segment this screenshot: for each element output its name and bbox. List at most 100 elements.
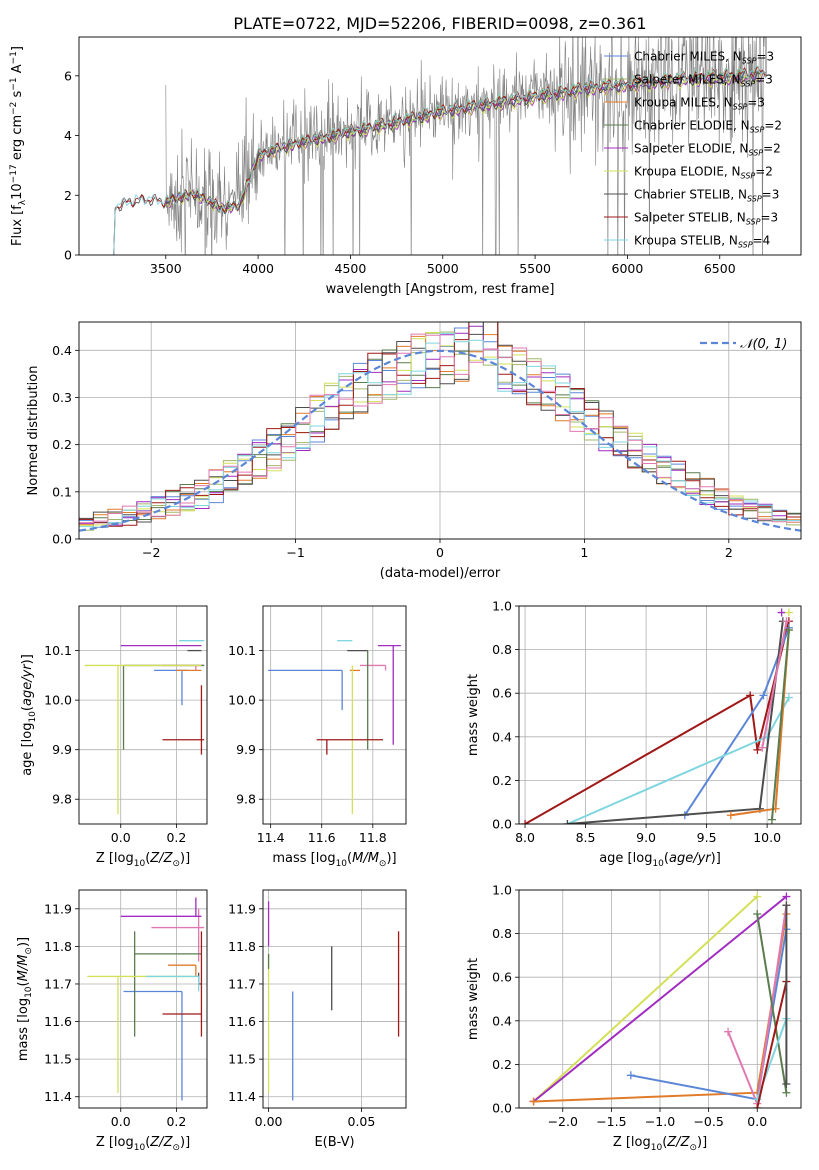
label-part: M/M — [16, 955, 31, 982]
x-axis-label: Z [log10(Z/Z⊙)] — [96, 1135, 190, 1153]
label-part: Kroupa MILES, N — [634, 96, 733, 110]
plot-area — [521, 608, 793, 824]
label-part: 10 — [10, 183, 25, 200]
label-part: −17 — [9, 164, 19, 183]
errorbar-point — [120, 897, 202, 917]
axes-frame — [78, 321, 802, 540]
legend-label: 𝒩(0, 1) — [740, 337, 787, 352]
label-part: ⊙ — [379, 859, 387, 869]
y-tick-label: 0.0 — [52, 532, 72, 547]
plot-area — [112, 37, 767, 255]
x-tick-label: −0.5 — [693, 1114, 723, 1129]
normal-curve — [79, 349, 801, 532]
label-part: =3 — [747, 96, 765, 110]
weight-marker — [753, 909, 762, 918]
weight-series — [784, 608, 793, 617]
x-tick-label: 11.6 — [308, 830, 336, 845]
weight-marker — [753, 745, 762, 754]
label-part: age/yr — [669, 851, 712, 866]
errorbar-point — [162, 685, 205, 755]
weight-line — [524, 621, 790, 824]
age_vs_mass-panel: 11.4 11.6 11.8 9.8 9.9 10.0 10.1 mass [log10(M/… — [228, 605, 407, 869]
y-axis-label: age [log10(age/yr)] — [20, 654, 38, 776]
weight-marker — [726, 811, 735, 820]
label-part: 10 — [651, 1143, 663, 1153]
label-part: Salpeter ELODIE, N — [634, 142, 748, 156]
x-tick-label: −1.0 — [645, 1114, 675, 1129]
label-part: )] — [16, 937, 31, 947]
label-part: =2 — [763, 142, 781, 156]
residuals-panel: −2 −1 0 1 2 0.0 0.1 0.2 0.3 0.4 (data-model)/error… — [26, 321, 802, 581]
page-title: PLATE=0722, MJD=52206, FIBERID=0098, z=0… — [233, 14, 646, 33]
mass_vs_ebv-panel: 0.00 0.05 11.4 11.5 11.6 11.7 11.8 11.9 E(B-V) — [228, 889, 407, 1150]
label-part: age [log — [599, 851, 652, 866]
weight-marker — [521, 820, 530, 824]
x-tick-label: 11.4 — [257, 830, 285, 845]
weight-line — [771, 629, 790, 820]
x-axis-label: (data-model)/error — [380, 566, 501, 581]
y-tick-label: 6 — [64, 68, 72, 83]
y-tick-label: 10.1 — [44, 643, 72, 658]
x-tick-label: 0.05 — [348, 1114, 376, 1129]
weight-marker — [753, 892, 762, 901]
model-spectrum — [112, 64, 766, 255]
errorbar-point — [134, 931, 202, 1037]
label-part: Normed distribution — [26, 366, 41, 496]
x-tick-label: 3500 — [150, 261, 182, 276]
x-axis-label: wavelength [Angstrom, rest frame] — [326, 282, 555, 297]
x-tick-label: 0.2 — [166, 1114, 186, 1129]
y-tick-label: 11.7 — [228, 976, 256, 991]
y-tick-label: 0.1 — [52, 484, 72, 499]
y-tick-label: 0.2 — [492, 773, 512, 788]
y-tick-label: 0.6 — [492, 686, 512, 701]
axes-frame — [262, 889, 407, 1109]
label-part: Kroupa ELODIE, N — [634, 165, 741, 179]
weight-marker — [758, 743, 767, 752]
label-part: SSP — [747, 195, 762, 204]
weight-marker — [782, 1088, 791, 1097]
weight-line — [567, 621, 784, 824]
y-tick-label: 0.4 — [492, 729, 512, 744]
label-part: ( — [347, 851, 352, 866]
label-part: mass weight — [466, 958, 481, 1040]
y-axis-label: mass weight — [466, 674, 481, 756]
x-tick-label: 4000 — [242, 261, 274, 276]
errorbar-point — [122, 664, 205, 750]
x-tick-label: 0.0 — [747, 1114, 767, 1129]
weight-series — [529, 892, 762, 1106]
weight-marker — [784, 625, 793, 634]
label-part: 10 — [134, 859, 146, 869]
mass_vs_Z-panel: 0.0 0.211.411.511.611.711.811.9Z [log10(Z… — [16, 889, 208, 1153]
label-part: ( — [16, 981, 31, 986]
label-part: ⊙ — [172, 859, 180, 869]
residual-histogram — [79, 333, 801, 532]
errorbar-point — [268, 669, 343, 711]
errorbar-point — [123, 990, 183, 1101]
x-tick-label: 9.5 — [697, 830, 717, 845]
x-axis-label: Z [log10(Z/Z⊙)] — [613, 1135, 707, 1153]
errorbar-point — [145, 975, 200, 992]
axes-frame — [78, 889, 208, 1109]
x-tick-label: 0.0 — [111, 830, 131, 845]
label-part: M/M — [352, 851, 379, 866]
label-part: Z/Z — [149, 1135, 173, 1150]
label-part: =3 — [756, 50, 774, 64]
y-tick-label: 0.8 — [492, 926, 512, 941]
weight-series — [767, 625, 793, 824]
label-part: Salpeter STELIB, N — [634, 211, 746, 225]
label-part: ⊙ — [689, 1143, 697, 1153]
legend-label: Salpeter MILES, NSSP=3 — [634, 73, 773, 89]
label-part: ( — [145, 851, 150, 866]
label-part: λ — [18, 199, 28, 205]
errorbar-point — [162, 664, 205, 671]
x-tick-label: −1 — [286, 545, 304, 560]
axes-frame — [262, 605, 407, 825]
y-tick-label: 11.8 — [228, 939, 256, 954]
y-tick-label: 11.5 — [228, 1052, 256, 1067]
label-part: age [log — [20, 723, 35, 776]
x-tick-label: −2.0 — [548, 1114, 578, 1129]
x-tick-label: −1.5 — [596, 1114, 626, 1129]
label-part: SSP — [741, 172, 756, 181]
y-tick-label: 0.3 — [52, 390, 72, 405]
